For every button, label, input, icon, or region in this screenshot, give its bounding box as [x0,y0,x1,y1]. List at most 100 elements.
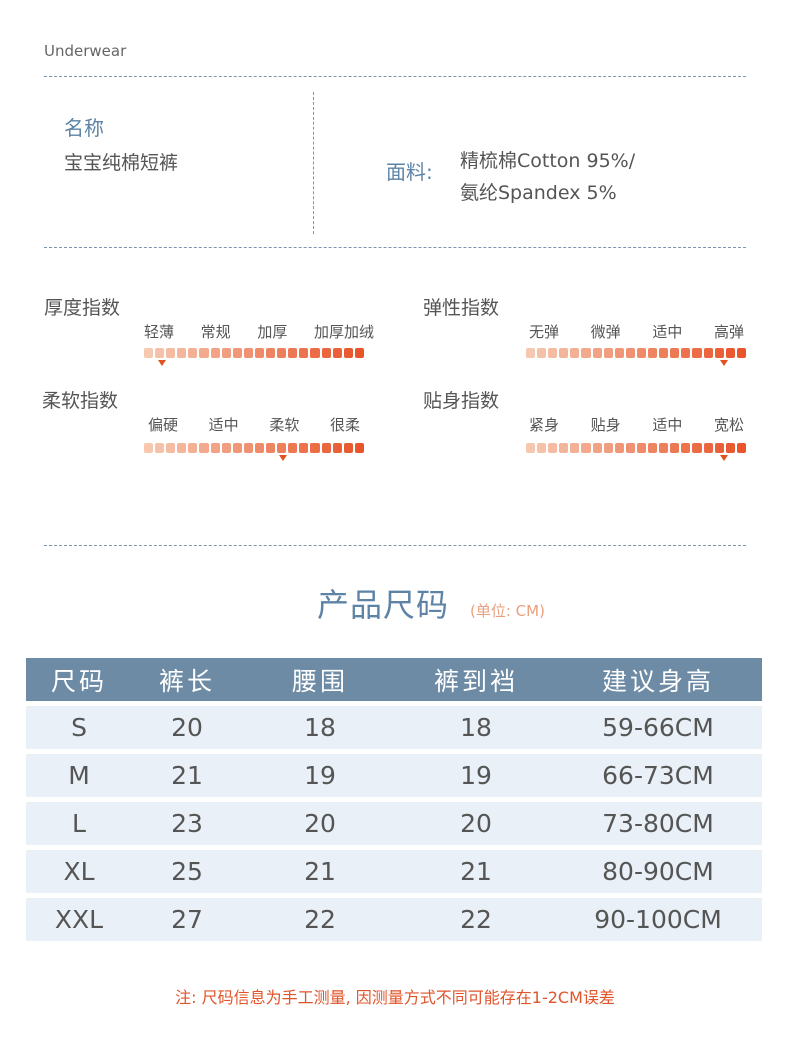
bar-segment [343,443,353,453]
bar-segment [581,348,591,358]
table-cell: 22 [398,893,554,941]
table-row: L 23 20 20 73-80CM [26,797,762,845]
index-title: 厚度指数 [44,297,121,319]
table-cell: 90-100CM [554,893,762,941]
bar-segment [299,348,309,358]
bar-segment [636,348,647,358]
bar-segment [625,348,635,358]
scale-label: 偏硬 [148,416,179,434]
bar-segment [559,348,569,358]
bar-segment [670,443,680,453]
table-cell: 22 [242,893,398,941]
bar-segment [221,443,231,453]
index-scale-labels: 轻薄 常规 加厚 加厚加绒 [144,321,374,342]
brand-label: Underwear [44,42,127,60]
column-header: 裤长 [132,658,242,701]
bar-segment [277,443,287,453]
bar-segment [648,443,658,453]
bar-segment [243,443,253,453]
bar-segment [332,443,342,453]
bar-segment [714,348,724,358]
bar-segment [548,443,558,453]
bar-segment [144,443,154,453]
size-chart-unit: (单位: CM) [470,602,545,620]
bar-segment [299,443,309,453]
scale-label: 高弹 [713,323,744,341]
bar-segment [636,443,647,453]
column-header: 尺码 [26,658,132,701]
product-name-label: 名称 [64,116,104,140]
index-marker-icon [720,455,728,461]
bar-segment [725,348,735,358]
vertical-divider [313,92,314,234]
size-chart-title: 产品尺码 [317,586,450,624]
bar-segment [659,348,669,358]
table-cell: 23 [132,797,242,845]
bar-segment [288,348,298,358]
index-title: 柔软指数 [42,390,119,412]
bar-segment [570,443,580,453]
bar-segment [603,443,613,453]
table-cell: 20 [242,797,398,845]
bar-segment [692,348,702,358]
scale-label: 柔软 [269,416,300,434]
index-gradient-bar [526,348,746,358]
bar-segment [526,348,536,358]
bar-segment [232,443,242,453]
bar-segment [343,348,353,358]
table-row: XXL 27 22 22 90-100CM [26,893,762,941]
table-cell: 21 [398,845,554,893]
bar-segment [221,348,231,358]
bar-segment [321,348,331,358]
index-title: 贴身指数 [423,390,500,412]
divider [44,76,746,77]
bar-segment [592,443,602,453]
bar-segment [354,443,364,453]
bar-segment [188,348,198,358]
fabric-label: 面料: [386,160,433,184]
bar-segment [266,443,276,453]
bar-segment [232,348,242,358]
bar-segment [144,348,154,358]
index-scale-labels: 紧身 贴身 适中 宽松 [529,414,744,435]
scale-label: 加厚 [257,323,288,341]
scale-label: 宽松 [713,416,744,434]
bar-segment [581,443,591,453]
bar-segment [199,348,209,358]
bar-segment [703,443,713,453]
bar-segment [603,348,613,358]
scale-label: 适中 [208,416,239,434]
bar-segment [736,443,746,453]
column-header: 腰围 [242,658,398,701]
scale-label: 很柔 [329,416,360,434]
fabric-composition-line1: 精梳棉Cotton 95%/ [460,150,636,172]
table-cell: 59-66CM [554,701,762,749]
scale-label: 轻薄 [144,323,175,341]
table-cell: 21 [242,845,398,893]
table-cell: 20 [132,701,242,749]
table-cell: S [26,701,132,749]
index-scale-labels: 偏硬 适中 柔软 很柔 [148,414,360,435]
table-cell: XXL [26,893,132,941]
divider [44,545,746,546]
table-cell: 73-80CM [554,797,762,845]
bar-segment [243,348,253,358]
bar-segment [277,348,287,358]
scale-label: 无弹 [529,323,560,341]
bar-segment [537,348,547,358]
index-marker-icon [157,360,166,366]
scale-label: 紧身 [529,416,560,434]
bar-segment [177,443,187,453]
bar-segment [210,348,220,358]
bar-segment [266,348,276,358]
bar-segment [310,443,320,453]
table-row: M 21 19 19 66-73CM [26,749,762,797]
table-cell: 19 [242,749,398,797]
column-header: 裤到裆 [398,658,554,701]
bar-segment [692,443,702,453]
bar-segment [670,348,680,358]
bar-segment [210,443,220,453]
table-cell: 27 [132,893,242,941]
divider [44,247,746,248]
scale-label: 微弹 [590,323,621,341]
